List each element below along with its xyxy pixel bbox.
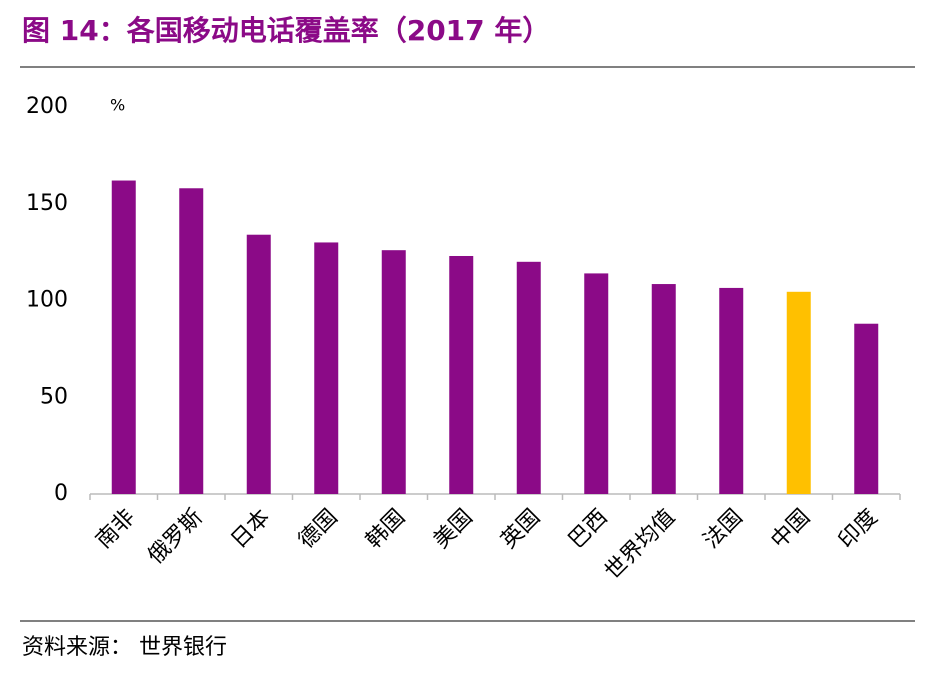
x-tick-label: 韩国 [361,505,410,554]
x-tick-label: 印度 [834,505,883,554]
chart-title: 图 14：各国移动电话覆盖率（2017 年） [22,14,550,47]
bar [651,284,676,494]
x-tick-label: 法国 [699,505,748,554]
y-tick-label: 150 [26,191,68,216]
bar [719,287,744,494]
y-tick-label: 200 [26,94,68,119]
bar [246,234,271,494]
bar [381,250,406,494]
bar [786,291,811,494]
bar [516,261,541,494]
x-tick-label: 日本 [226,505,275,554]
bar [111,180,136,494]
bar [854,323,879,494]
unit-label: % [110,96,125,115]
x-tick-label: 美国 [429,505,478,554]
y-tick-label: 0 [54,481,68,506]
bar [449,255,474,494]
bar [179,188,204,494]
source: 资料来源： 世界银行 [22,635,227,660]
x-tick-label: 巴西 [564,505,613,554]
x-tick-label: 德国 [294,505,343,554]
y-tick-label: 50 [40,384,68,409]
x-tick-label: 南非 [91,505,140,554]
y-tick-label: 100 [26,288,68,313]
bar [314,242,339,494]
x-tick-label: 英国 [496,505,545,554]
x-tick-label: 中国 [766,505,815,554]
x-tick-label: 世界均值 [600,505,680,585]
x-tick-label: 俄罗斯 [143,505,207,569]
bar [584,273,609,494]
